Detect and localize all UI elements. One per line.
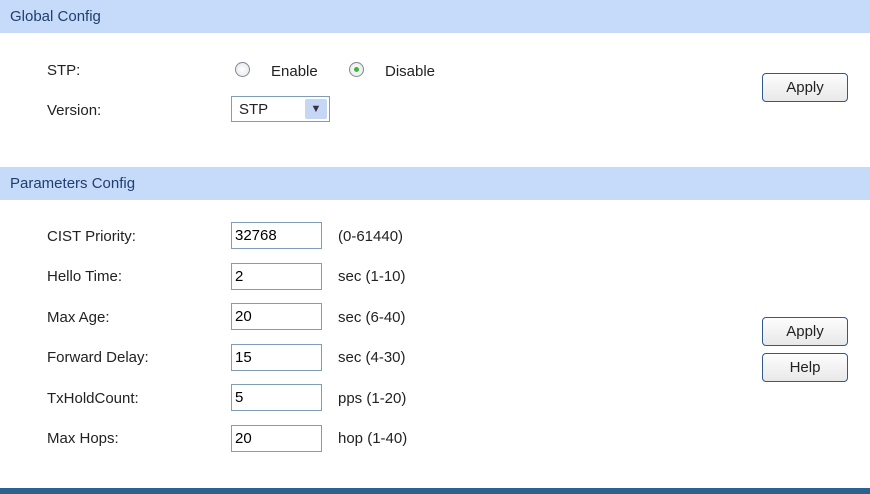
forward-delay-input[interactable] bbox=[231, 344, 322, 371]
cist-priority-label: CIST Priority: bbox=[47, 228, 136, 245]
max-hops-input[interactable] bbox=[231, 425, 322, 452]
version-value: STP bbox=[239, 101, 269, 118]
max-age-label: Max Age: bbox=[47, 309, 110, 326]
version-label: Version: bbox=[47, 102, 102, 119]
stp-disable-label: Disable bbox=[385, 63, 436, 80]
version-select[interactable]: STP ▼ bbox=[231, 96, 330, 122]
txholdcount-label: TxHoldCount: bbox=[47, 390, 139, 407]
params-apply-button[interactable]: Apply bbox=[762, 317, 848, 346]
help-button[interactable]: Help bbox=[762, 353, 848, 382]
max-hops-label: Max Hops: bbox=[47, 430, 119, 447]
stp-enable-radio[interactable] bbox=[235, 62, 250, 77]
max-age-range: sec (6-40) bbox=[338, 309, 406, 326]
txholdcount-input[interactable] bbox=[231, 384, 322, 411]
max-hops-range: hop (1-40) bbox=[338, 430, 408, 447]
forward-delay-range: sec (4-30) bbox=[338, 349, 406, 366]
bottom-divider bbox=[0, 488, 870, 494]
max-age-input[interactable] bbox=[231, 303, 322, 330]
parameters-config-header: Parameters Config bbox=[0, 167, 870, 200]
stp-disable-radio[interactable] bbox=[349, 62, 364, 77]
hello-time-range: sec (1-10) bbox=[338, 268, 406, 285]
cist-priority-input[interactable] bbox=[231, 222, 322, 249]
global-apply-button[interactable]: Apply bbox=[762, 73, 848, 102]
chevron-down-icon[interactable]: ▼ bbox=[305, 99, 327, 119]
global-config-header: Global Config bbox=[0, 0, 870, 33]
stp-label: STP: bbox=[47, 62, 81, 79]
forward-delay-label: Forward Delay: bbox=[47, 349, 149, 366]
hello-time-label: Hello Time: bbox=[47, 268, 123, 285]
stp-enable-label: Enable bbox=[271, 63, 318, 80]
cist-priority-range: (0-61440) bbox=[338, 228, 404, 245]
radio-selected-dot bbox=[354, 67, 359, 72]
hello-time-input[interactable] bbox=[231, 263, 322, 290]
txholdcount-range: pps (1-20) bbox=[338, 390, 407, 407]
